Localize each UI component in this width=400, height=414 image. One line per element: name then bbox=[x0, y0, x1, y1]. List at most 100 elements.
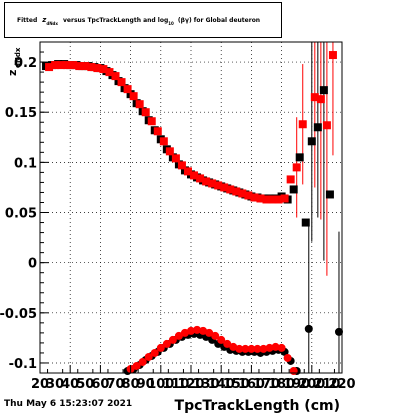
y-axis-title-sub: dNdx bbox=[14, 47, 22, 68]
x-tick-label: 130 bbox=[193, 377, 220, 392]
data-point-square bbox=[238, 189, 247, 198]
x-tick-label: 20 bbox=[31, 377, 49, 392]
footer-timestamp: Thu May 6 15:23:07 2021 bbox=[4, 399, 133, 409]
data-point-circle bbox=[199, 326, 208, 335]
data-point-square bbox=[123, 85, 132, 94]
data-point-square bbox=[75, 62, 84, 71]
data-point-square bbox=[280, 194, 289, 203]
x-tick-label: 180 bbox=[268, 377, 295, 392]
data-point-square bbox=[301, 218, 310, 227]
title-prefix: Fitted bbox=[17, 16, 38, 24]
x-tick-label: 40 bbox=[61, 377, 79, 392]
data-point-circle bbox=[187, 326, 195, 335]
data-point-square bbox=[244, 191, 253, 200]
data-point-square bbox=[208, 179, 217, 188]
data-point-square bbox=[159, 137, 168, 146]
y-tick-label: 0 bbox=[28, 257, 37, 272]
data-point-circle bbox=[247, 344, 256, 353]
x-tick-label: 100 bbox=[147, 377, 174, 392]
data-point-square bbox=[105, 68, 114, 77]
data-point-square bbox=[202, 177, 211, 186]
title-suffix: (βγ) for Global deuteron bbox=[177, 16, 261, 24]
data-point-circle bbox=[223, 339, 232, 348]
data-point-square bbox=[286, 175, 295, 184]
x-tick-label: 110 bbox=[162, 377, 189, 392]
data-point-square bbox=[322, 121, 331, 130]
data-point-square bbox=[325, 190, 334, 199]
data-point-square bbox=[165, 147, 174, 156]
x-tick-label: 50 bbox=[76, 377, 94, 392]
data-point-square bbox=[153, 127, 162, 136]
data-point-circle bbox=[144, 352, 153, 361]
title-box: Fitted z dNdx versus TpcTrackLength and … bbox=[4, 2, 282, 38]
x-tick-label: 200 bbox=[298, 377, 325, 392]
x-tick-label: 70 bbox=[106, 377, 124, 392]
y-tick-label: 0.2 bbox=[14, 56, 37, 71]
data-point-square bbox=[117, 78, 126, 87]
data-point-square bbox=[69, 61, 78, 70]
data-point-square bbox=[298, 120, 307, 129]
data-point-square bbox=[295, 153, 304, 162]
data-point-circle bbox=[241, 344, 250, 353]
data-point-square bbox=[214, 181, 223, 190]
data-point-circle bbox=[193, 325, 202, 334]
data-point-square bbox=[93, 64, 102, 73]
data-point-square bbox=[171, 154, 180, 163]
data-point-square bbox=[313, 123, 322, 132]
data-point-circle bbox=[162, 339, 171, 348]
data-point-square bbox=[183, 167, 192, 176]
y-tick-label: -0.05 bbox=[0, 307, 37, 322]
data-point-circle bbox=[156, 343, 165, 352]
data-point-square bbox=[310, 93, 319, 102]
data-point-square bbox=[307, 137, 316, 146]
data-point-square bbox=[328, 51, 337, 60]
data-point-circle bbox=[180, 328, 189, 337]
data-point-square bbox=[292, 163, 301, 172]
title-log-sub: 10 bbox=[168, 20, 174, 26]
data-point-circle bbox=[205, 328, 214, 337]
x-tick-label: 120 bbox=[177, 377, 204, 392]
data-point-square bbox=[99, 65, 108, 74]
x-tick-label: 140 bbox=[208, 377, 235, 392]
data-point-square bbox=[111, 72, 120, 81]
data-markers bbox=[42, 51, 343, 375]
error-bars bbox=[296, 42, 340, 373]
data-point-square bbox=[319, 86, 328, 95]
data-point-square bbox=[274, 195, 283, 204]
axis-ticks bbox=[39, 51, 343, 374]
data-point-square bbox=[190, 171, 199, 180]
data-point-square bbox=[250, 193, 259, 202]
data-point-circle bbox=[132, 361, 141, 370]
data-point-square bbox=[141, 108, 150, 117]
x-axis-title: TpcTrackLength (cm) bbox=[175, 398, 340, 414]
data-point-circle bbox=[174, 331, 183, 340]
title-middle: versus TpcTrackLength and log bbox=[63, 16, 169, 24]
data-point-square bbox=[316, 95, 325, 104]
data-point-square bbox=[262, 195, 271, 204]
data-point-circle bbox=[271, 342, 280, 351]
data-point-circle bbox=[334, 327, 343, 336]
x-tick-label: 30 bbox=[46, 377, 64, 392]
data-point-circle bbox=[283, 353, 292, 362]
title-z-sub: dNdx bbox=[46, 20, 58, 26]
data-point-circle bbox=[253, 344, 262, 353]
data-point-square bbox=[135, 100, 144, 109]
data-point-square bbox=[177, 161, 186, 170]
x-tick-label: 190 bbox=[283, 377, 310, 392]
y-tick-label: -0.1 bbox=[9, 357, 37, 372]
data-point-square bbox=[256, 194, 265, 203]
data-point-circle bbox=[277, 343, 286, 352]
y-axis-title: z bbox=[6, 70, 19, 76]
x-tick-labels: 2030405060708090100110120130140150160170… bbox=[31, 377, 356, 392]
data-point-circle bbox=[138, 357, 147, 366]
x-tick-label: 90 bbox=[137, 377, 155, 392]
x-tick-label: 160 bbox=[238, 377, 265, 392]
data-point-square bbox=[63, 61, 72, 70]
data-point-square bbox=[268, 195, 277, 204]
data-point-circle bbox=[229, 342, 238, 351]
data-point-square bbox=[129, 92, 138, 101]
data-point-square bbox=[57, 61, 66, 70]
data-point-square bbox=[45, 63, 54, 72]
data-point-square bbox=[226, 185, 235, 194]
